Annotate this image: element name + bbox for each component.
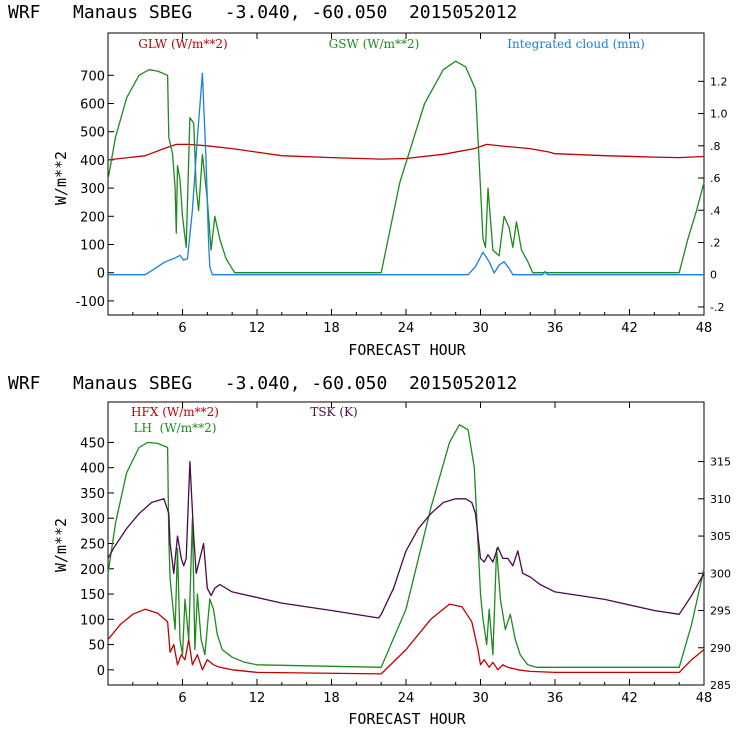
- top-chart-ylabel: W/m**2: [52, 151, 70, 205]
- x-tick-label: 42: [621, 691, 638, 706]
- x-tick-label: 12: [249, 321, 266, 336]
- y2-tick-label: .8: [710, 140, 721, 153]
- y-tick-label: 400: [80, 154, 105, 169]
- y-tick-label: 250: [80, 538, 105, 553]
- x-tick-label: 30: [472, 321, 489, 336]
- series-line-gsw: [107, 60, 705, 274]
- x-tick-label: 48: [696, 691, 713, 706]
- y2-tick-label: .6: [710, 172, 721, 185]
- x-tick-label: 18: [323, 691, 340, 706]
- y-tick-label: 400: [80, 462, 105, 477]
- legend-tsk: TSK (K): [310, 405, 357, 419]
- y2-tick-label: -.2: [710, 301, 724, 314]
- series-line-integrated-cloud: [108, 72, 704, 276]
- y-tick-label: 600: [80, 98, 105, 113]
- legend-lh: LH (W/m**2): [134, 421, 217, 435]
- y2-tick-label: 310: [710, 493, 731, 506]
- y-tick-label: 0: [97, 664, 105, 679]
- y2-tick-label: 295: [710, 605, 731, 618]
- x-tick-label: 6: [178, 691, 186, 706]
- x-tick-label: 48: [696, 321, 713, 336]
- top-chart-xlabel: FORECAST HOUR: [348, 341, 466, 359]
- y2-tick-label: 305: [710, 530, 731, 543]
- y2-tick-label: 1.0: [710, 108, 728, 121]
- y-tick-label: 700: [80, 69, 105, 84]
- plot-frame: [107, 401, 705, 686]
- x-tick-label: 36: [547, 321, 564, 336]
- y2-tick-label: 1.2: [710, 75, 728, 88]
- x-tick-label: 36: [547, 691, 564, 706]
- x-tick-label: 12: [249, 691, 266, 706]
- y-tick-label: 350: [80, 487, 105, 502]
- series-line-glw: [107, 143, 705, 161]
- y-tick-label: 100: [80, 613, 105, 628]
- series-line-hfx: [107, 603, 705, 675]
- y-tick-label: 100: [80, 239, 105, 254]
- y-tick-label: 0: [97, 267, 105, 282]
- legend-glw: GLW (W/m**2): [138, 37, 227, 51]
- y-tick-label: 50: [88, 639, 105, 654]
- legend-gsw: GSW (W/m**2): [329, 37, 420, 51]
- y2-tick-label: 300: [710, 567, 731, 580]
- legend-integrated-cloud: Integrated cloud (mm): [507, 37, 645, 51]
- bottom-chart: WRF Manaus SBEG -3.040, -60.050 20150520…: [8, 373, 731, 728]
- x-tick-label: 18: [323, 321, 340, 336]
- bottom-chart-ylabel: W/m**2: [52, 518, 70, 572]
- y2-tick-label: 0: [710, 269, 717, 282]
- x-tick-label: 42: [621, 321, 638, 336]
- y-tick-label: 200: [80, 563, 105, 578]
- x-tick-label: 6: [178, 321, 186, 336]
- y2-tick-label: .2: [710, 236, 721, 249]
- x-tick-label: 24: [398, 321, 415, 336]
- legend-hfx: HFX (W/m**2): [131, 405, 219, 419]
- y2-tick-label: 285: [710, 679, 731, 692]
- y2-tick-label: .4: [710, 204, 721, 217]
- y-tick-label: 150: [80, 588, 105, 603]
- x-tick-label: 30: [472, 691, 489, 706]
- bottom-chart-title: WRF Manaus SBEG -3.040, -60.050 20150520…: [8, 373, 517, 394]
- y-tick-label: 200: [80, 210, 105, 225]
- y-tick-label: 450: [80, 436, 105, 451]
- series-line-lh: [107, 424, 705, 668]
- y-tick-label: 300: [80, 182, 105, 197]
- top-chart: WRF Manaus SBEG -3.040, -60.050 20150520…: [8, 2, 728, 359]
- y-tick-label: 500: [80, 126, 105, 141]
- y-tick-label: -100: [75, 295, 105, 310]
- y2-tick-label: 315: [710, 456, 731, 469]
- bottom-chart-xlabel: FORECAST HOUR: [348, 710, 466, 728]
- y2-tick-label: 290: [710, 642, 731, 655]
- series-line-tsk: [107, 460, 705, 619]
- x-tick-label: 24: [398, 691, 415, 706]
- top-chart-title: WRF Manaus SBEG -3.040, -60.050 20150520…: [8, 2, 517, 23]
- y-tick-label: 300: [80, 512, 105, 527]
